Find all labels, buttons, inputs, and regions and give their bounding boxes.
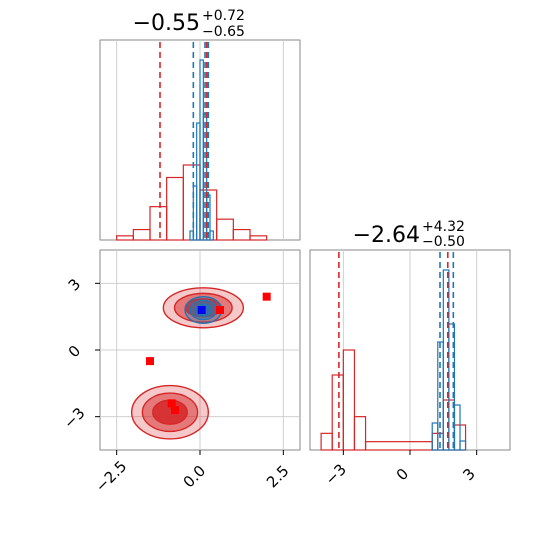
marker-point [167,399,176,408]
panel-bottom-left-xticks: −2.5 0.0 2.5 [92,450,293,496]
x-tick-label: 0.0 [180,462,210,492]
hist-bar [132,228,151,241]
y-tick-label: 0 [65,342,84,361]
y-tick-label: 3 [65,275,84,294]
hist-bar [249,235,268,241]
panel-top-left: −0.55 +0.72 −0.65 [99,8,301,241]
marker-point [197,306,206,314]
panel-bottom-right-xticks: −3 0 3 [322,450,479,489]
hist-bar [166,176,184,241]
panel-bottom-right-bars [320,269,467,451]
hist-bar [116,235,134,241]
panel-bottom-right-title-main: −2.64 [353,223,420,248]
panel-bottom-right-title-minus: −0.50 [422,234,465,250]
hist-bar [342,349,356,451]
hist-bar [232,228,251,241]
x-tick-label: −2.5 [92,457,130,495]
marker-point [171,406,179,414]
panel-top-left-title-main: −0.55 [133,11,200,36]
panel-bottom-right: −3 0 3 −2.64 +4.32 −0.50 [309,219,511,489]
panel-bottom-left-grid [100,250,300,450]
hist-bar [209,230,214,241]
marker-point [216,306,224,314]
hist-bar [331,374,344,451]
hist-bar [182,164,201,241]
panel-bottom-left-markers [146,292,271,414]
panel-bottom-right-grid [342,250,478,450]
hist-bar [364,441,433,451]
panel-bottom-right-title-plus: +4.32 [422,219,465,235]
hist-bar [448,323,456,451]
marker-point [262,292,271,301]
hist-bar [453,404,461,451]
hist-bar [353,416,367,451]
panel-top-left-title-minus: −0.65 [202,24,245,40]
hist-bar [149,206,168,241]
y-tick-label: −3 [60,404,88,432]
hist-bar [216,218,234,241]
x-tick-label: 2.5 [263,462,293,492]
hist-bar [431,422,439,451]
panel-top-left-title-plus: +0.72 [202,8,245,24]
panel-top-left-quantiles [159,42,210,240]
x-tick-label: −3 [322,460,350,488]
panel-bottom-right-quantiles [338,252,455,450]
x-tick-label: 0 [393,465,412,484]
x-tick-label: 3 [459,465,478,484]
hist-bar [320,432,333,451]
marker-point [146,357,154,366]
panel-top-left-bars [116,59,268,241]
hist-bar [459,440,467,451]
panel-bottom-left: −2.5 0.0 2.5 −3 0 3 [60,249,301,496]
panel-bottom-left-yticks: −3 0 3 [60,275,100,432]
